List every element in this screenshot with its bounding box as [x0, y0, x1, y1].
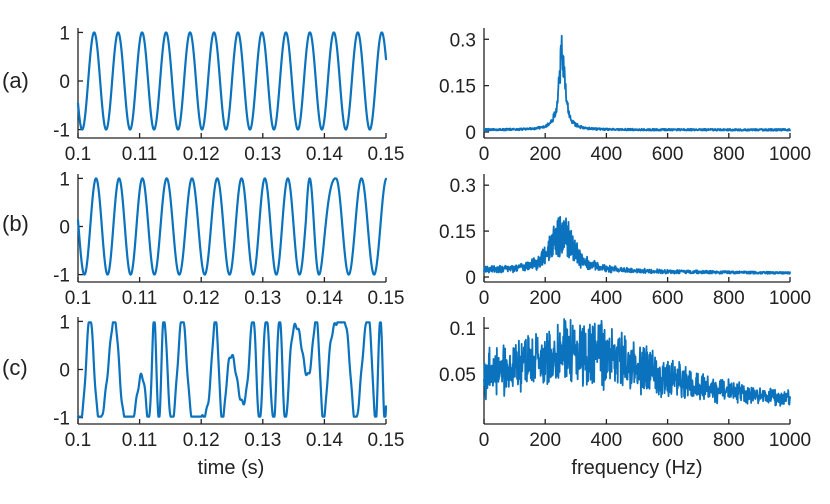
series-line-b-time — [76, 177, 388, 276]
panel-c-time: 0.1 0.11 0.12 0.13 0.14 0.15 -1 0 1 — [53, 312, 404, 451]
x-tick-label: 0.12 — [183, 144, 220, 165]
x-tick-label: 0.15 — [368, 144, 405, 165]
x-tick-label: 800 — [713, 430, 745, 451]
y-tick-label: 0.3 — [450, 176, 476, 197]
panel-label-c: (c) — [2, 355, 28, 380]
x-tick-label: 0.11 — [122, 144, 158, 165]
x-tick-label: 0.15 — [368, 288, 405, 309]
series-line-c-time — [76, 321, 388, 418]
panel-label-b: (b) — [2, 211, 29, 236]
x-tick-label: 400 — [591, 288, 623, 309]
labels-layer: (a) (b) (c) time (s) frequency (Hz) — [2, 68, 703, 479]
x-tick-label: 0 — [479, 144, 490, 165]
panel-a-time: 0.1 0.11 0.12 0.13 0.14 0.15 -1 0 1 — [53, 23, 404, 165]
x-tick-label: 0.12 — [183, 430, 220, 451]
x-tick-label: 400 — [591, 144, 623, 165]
y-tick-label: 0.05 — [439, 365, 476, 386]
x-tick-label: 600 — [652, 430, 684, 451]
x-tick-label: 1000 — [769, 288, 811, 309]
y-tick-label: 0.3 — [450, 30, 476, 51]
x-tick-label: 0 — [479, 430, 490, 451]
x-tick-label: 0.14 — [306, 430, 343, 451]
x-tick-label: 200 — [529, 430, 561, 451]
y-tick-label: 1 — [59, 23, 70, 44]
x-tick-label: 0.15 — [368, 430, 405, 451]
y-tick-label: -1 — [53, 266, 70, 287]
y-tick-label: 0 — [59, 72, 70, 93]
x-tick-label: 1000 — [769, 430, 811, 451]
x-tick-label: 200 — [529, 144, 561, 165]
x-tick-label: 200 — [529, 288, 561, 309]
y-tick-label: 1 — [59, 169, 70, 190]
y-tick-label: -1 — [53, 121, 70, 142]
y-tick-label: 0 — [465, 268, 476, 289]
y-tick-label: 0 — [59, 218, 70, 239]
y-tick-label: 0.15 — [439, 77, 476, 98]
x-tick-label: 0.13 — [244, 144, 281, 165]
panel-b-spectrum: 0 200 400 600 800 1000 0 0.15 0.3 — [439, 174, 811, 309]
y-tick-label: -1 — [53, 409, 70, 430]
x-tick-label: 0.14 — [306, 288, 343, 309]
series-line-c-spectrum — [483, 318, 791, 407]
x-tick-label: 0.1 — [65, 288, 91, 309]
x-tick-label: 0.13 — [244, 430, 281, 451]
x-tick-label: 0.11 — [122, 430, 158, 451]
panel-b-time: 0.1 0.11 0.12 0.13 0.14 0.15 -1 0 1 — [53, 169, 404, 309]
time-axis-title: time (s) — [198, 457, 265, 479]
x-tick-label: 800 — [713, 288, 745, 309]
x-tick-label: 600 — [652, 288, 684, 309]
x-tick-label: 600 — [652, 144, 684, 165]
x-tick-label: 1000 — [769, 144, 811, 165]
x-tick-label: 0.13 — [244, 288, 281, 309]
series-line-a-time — [76, 31, 388, 131]
x-tick-label: 400 — [591, 430, 623, 451]
y-tick-label: 0.1 — [450, 319, 476, 340]
panel-c-spectrum: 0 200 400 600 800 1000 0.05 0.1 — [439, 317, 811, 451]
traces-layer — [76, 31, 791, 418]
x-tick-label: 0.1 — [65, 430, 91, 451]
y-tick-label: 0 — [59, 361, 70, 382]
x-tick-label: 0.12 — [183, 288, 220, 309]
y-tick-label: 1 — [59, 312, 70, 333]
panel-a-spectrum: 0 200 400 600 800 1000 0 0.15 0.3 — [439, 28, 811, 165]
frequency-axis-title: frequency (Hz) — [571, 457, 702, 479]
panel-label-a: (a) — [2, 68, 29, 93]
x-tick-label: 0 — [479, 288, 490, 309]
y-tick-label: 0 — [465, 123, 476, 144]
y-tick-label: 0.15 — [439, 222, 476, 243]
series-line-b-spectrum — [483, 215, 791, 275]
x-tick-label: 800 — [713, 144, 745, 165]
x-tick-label: 0.14 — [306, 144, 343, 165]
x-tick-label: 0.1 — [65, 144, 91, 165]
x-tick-label: 0.11 — [122, 288, 158, 309]
series-line-a-spectrum — [483, 34, 791, 132]
